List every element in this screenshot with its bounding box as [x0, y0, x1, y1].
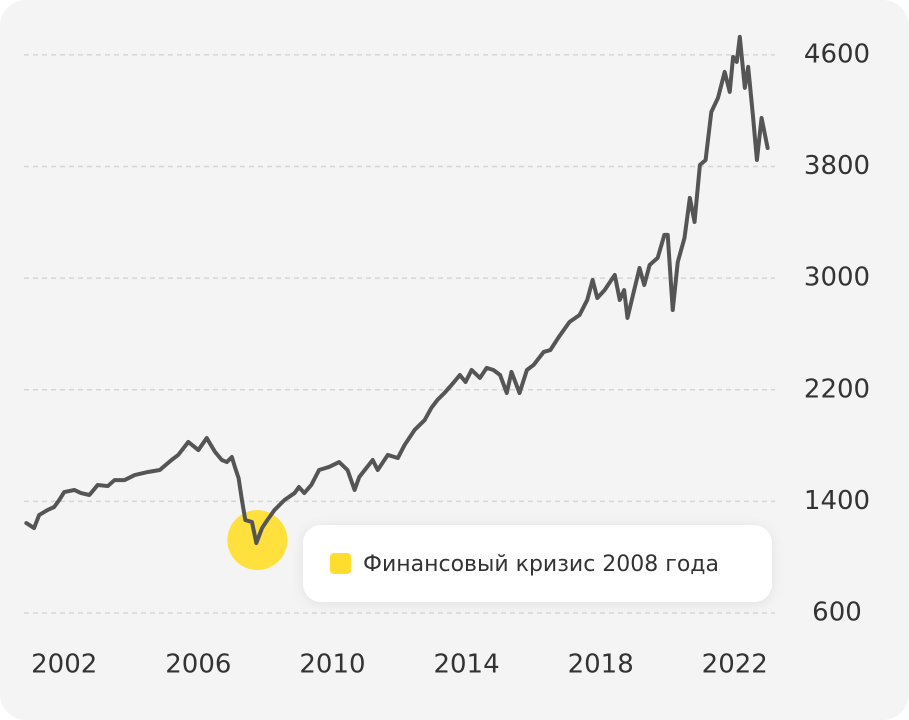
y-tick-label: 3000 [804, 263, 870, 293]
x-tick-label: 2022 [702, 650, 768, 680]
y-tick-label: 4600 [804, 39, 870, 69]
x-tick-label: 2014 [433, 650, 499, 680]
x-tick-label: 2002 [31, 650, 97, 680]
annotation-box: Финансовый кризис 2008 года [303, 525, 772, 602]
annotation-swatch [330, 553, 351, 574]
annotation-text: Финансовый кризис 2008 года [363, 552, 719, 577]
y-tick-label: 600 [812, 598, 862, 628]
x-tick-label: 2006 [165, 650, 231, 680]
annotation-background [303, 525, 772, 602]
y-tick-label: 2200 [804, 374, 870, 404]
y-tick-label: 3800 [804, 151, 870, 181]
x-tick-label: 2010 [299, 650, 365, 680]
line-series [24, 34, 770, 545]
x-tick-label: 2018 [568, 650, 634, 680]
y-tick-label: 1400 [804, 486, 870, 516]
